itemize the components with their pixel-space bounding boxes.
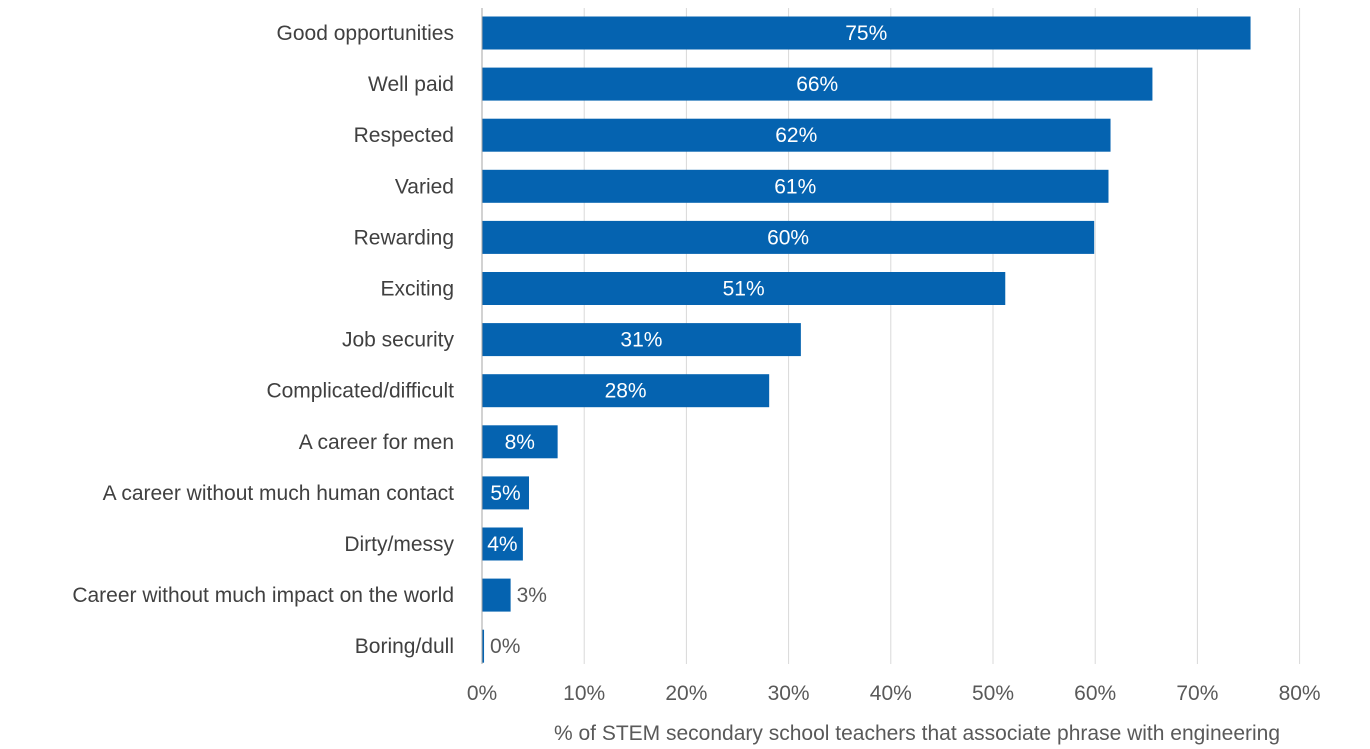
bar xyxy=(482,629,485,663)
category-label: Boring/dull xyxy=(355,635,454,658)
data-label: 5% xyxy=(490,482,520,505)
x-tick-label: 70% xyxy=(1176,682,1218,705)
category-label: Varied xyxy=(395,175,454,198)
data-label: 62% xyxy=(775,124,817,147)
data-label: 3% xyxy=(517,584,547,607)
bar xyxy=(482,220,1095,254)
data-label: 61% xyxy=(774,175,816,198)
bar xyxy=(482,169,1109,203)
category-label: Rewarding xyxy=(354,226,454,249)
x-tick-label: 40% xyxy=(870,682,912,705)
x-axis-title: % of STEM secondary school teachers that… xyxy=(554,722,1280,745)
category-label: Job security xyxy=(342,329,455,352)
category-label: Dirty/messy xyxy=(344,533,454,556)
x-tick-labels: 0% 10% 20% 30% 40% 50% 60% 70% 80% xyxy=(467,682,1321,705)
bar xyxy=(482,118,1111,152)
x-tick-label: 10% xyxy=(563,682,605,705)
category-labels: Good opportunities Well paid Respected Vari… xyxy=(72,22,454,658)
data-label: 8% xyxy=(505,431,535,454)
category-label: Career without much impact on the world xyxy=(72,584,454,607)
x-tick-label: 0% xyxy=(467,682,497,705)
category-label: A career without much human contact xyxy=(103,482,455,505)
data-label: 28% xyxy=(605,380,647,403)
data-label: 51% xyxy=(723,278,765,301)
x-tick-label: 80% xyxy=(1279,682,1321,705)
bar xyxy=(482,323,801,357)
category-label: A career for men xyxy=(299,431,454,454)
category-label: Exciting xyxy=(380,278,454,301)
x-tick-label: 50% xyxy=(972,682,1014,705)
bar xyxy=(482,67,1153,101)
bar xyxy=(482,272,1006,305)
category-label: Well paid xyxy=(368,73,454,96)
data-label: 4% xyxy=(487,533,517,556)
category-label: Good opportunities xyxy=(277,22,454,45)
category-label: Respected xyxy=(354,124,454,147)
bar xyxy=(482,16,1251,50)
data-label: 75% xyxy=(845,22,887,45)
data-label: 60% xyxy=(767,226,809,249)
category-label: Complicated/difficult xyxy=(266,380,454,403)
data-labels: 75% 66% 62% 61% 60% 51% 31% 28% 8% 5% 4% 3% 0% xyxy=(487,22,887,658)
data-label: 31% xyxy=(620,329,662,352)
data-label: 66% xyxy=(796,73,838,96)
data-label: 0% xyxy=(490,635,520,658)
x-tick-label: 60% xyxy=(1074,682,1116,705)
bar xyxy=(482,425,558,459)
bar xyxy=(482,374,770,408)
bar xyxy=(482,527,523,561)
x-tick-label: 20% xyxy=(665,682,707,705)
bar xyxy=(482,578,511,612)
x-tick-label: 30% xyxy=(768,682,810,705)
bars xyxy=(482,16,1251,663)
bar xyxy=(482,476,530,510)
